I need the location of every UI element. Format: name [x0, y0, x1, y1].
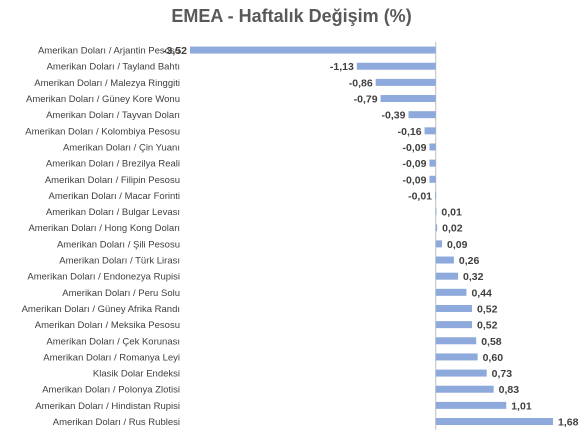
- bar: [429, 159, 436, 167]
- value-label: -0,09: [403, 158, 427, 170]
- value-label: -1,13: [330, 61, 354, 73]
- category-label: Amerikan Doları / Çek Korunası: [46, 336, 180, 347]
- value-label: -0,86: [349, 77, 373, 89]
- value-label: -0,39: [382, 110, 406, 122]
- category-label: Amerikan Doları / Romanya Leyi: [43, 352, 180, 363]
- bar: [429, 175, 436, 183]
- category-label: Amerikan Doları / Türk Lirası: [59, 256, 180, 267]
- category-label: Amerikan Doları / Tayland Bahtı: [47, 62, 180, 73]
- value-label: 0,01: [441, 207, 462, 219]
- category-label: Amerikan Doları / Peru Solu: [62, 288, 180, 299]
- bar: [435, 224, 438, 232]
- value-label: -0,09: [403, 174, 427, 186]
- category-label: Amerikan Doları / Hong Kong Doları: [28, 223, 180, 234]
- value-label: -3,52: [163, 45, 187, 57]
- value-label: 0,32: [463, 271, 484, 283]
- value-label: -0,09: [403, 142, 427, 154]
- bar: [190, 46, 436, 54]
- bar: [435, 240, 443, 248]
- category-label: Amerikan Doları / Polonya Zlotisi: [42, 385, 180, 396]
- bar: [435, 191, 436, 199]
- bar: [429, 143, 436, 151]
- category-label: Amerikan Doları / Kolombiya Pesosu: [25, 126, 180, 137]
- value-label: 0,58: [481, 336, 502, 348]
- bar: [435, 304, 473, 312]
- value-label: 0,83: [499, 384, 520, 396]
- bar: [435, 337, 477, 345]
- category-label: Amerikan Doları / Malezya Ringgiti: [34, 78, 180, 89]
- category-label: Amerikan Doları / Güney Kore Wonu: [26, 94, 180, 105]
- value-label: 0,60: [483, 352, 504, 364]
- value-label: -0,16: [398, 126, 422, 138]
- category-label: Amerikan Doları / Bulgar Levası: [46, 207, 180, 218]
- category-label: Amerikan Doları / Endonezya Rupisi: [27, 272, 180, 283]
- bar: [408, 111, 436, 119]
- value-label: -0,01: [408, 190, 432, 202]
- value-label: 0,09: [447, 239, 468, 251]
- value-label: 0,44: [471, 287, 492, 299]
- bar: [435, 321, 473, 329]
- category-label: Amerikan Doları / Güney Afrika Randı: [22, 304, 180, 315]
- chart-title: EMEA - Haftalık Değişim (%): [171, 6, 412, 26]
- bar: [435, 272, 459, 280]
- category-label: Amerikan Doları / Brezilya Reali: [46, 159, 180, 170]
- value-label: 0,73: [492, 368, 513, 380]
- category-label: Amerikan Doları / Filipin Pesosu: [45, 175, 180, 186]
- category-label: Amerikan Doları / Şili Pesosu: [57, 239, 180, 250]
- bar: [435, 385, 494, 393]
- bar: [435, 401, 507, 409]
- value-label: -0,79: [354, 94, 378, 106]
- bar: [435, 256, 454, 264]
- value-label: 0,52: [477, 303, 498, 315]
- value-label: 0,02: [442, 223, 463, 235]
- category-label: Klasik Dolar Endeksi: [93, 369, 180, 380]
- category-label: Amerikan Doları / Macar Forinti: [49, 191, 180, 202]
- category-label: Amerikan Doları / Arjantin Pesosu: [38, 46, 180, 57]
- value-label: 0,26: [459, 255, 480, 267]
- category-label: Amerikan Doları / Meksika Pesosu: [35, 320, 180, 331]
- value-label: 1,68: [558, 417, 579, 429]
- bar: [435, 288, 467, 296]
- bar: [435, 353, 478, 361]
- category-label: Amerikan Doları / Tayvan Doları: [46, 110, 180, 121]
- value-label: 1,01: [511, 400, 532, 412]
- bar: [435, 418, 553, 426]
- bar: [375, 78, 436, 86]
- bar: [380, 95, 436, 103]
- bar: [435, 208, 437, 216]
- bar: [424, 127, 436, 135]
- bar: [356, 62, 436, 70]
- category-label: Amerikan Doları / Rus Rublesi: [53, 417, 180, 428]
- bar: [435, 369, 487, 377]
- category-label: Amerikan Doları / Çin Yuanı: [63, 142, 180, 153]
- category-label: Amerikan Doları / Hindistan Rupisi: [35, 401, 180, 412]
- value-label: 0,52: [477, 320, 498, 332]
